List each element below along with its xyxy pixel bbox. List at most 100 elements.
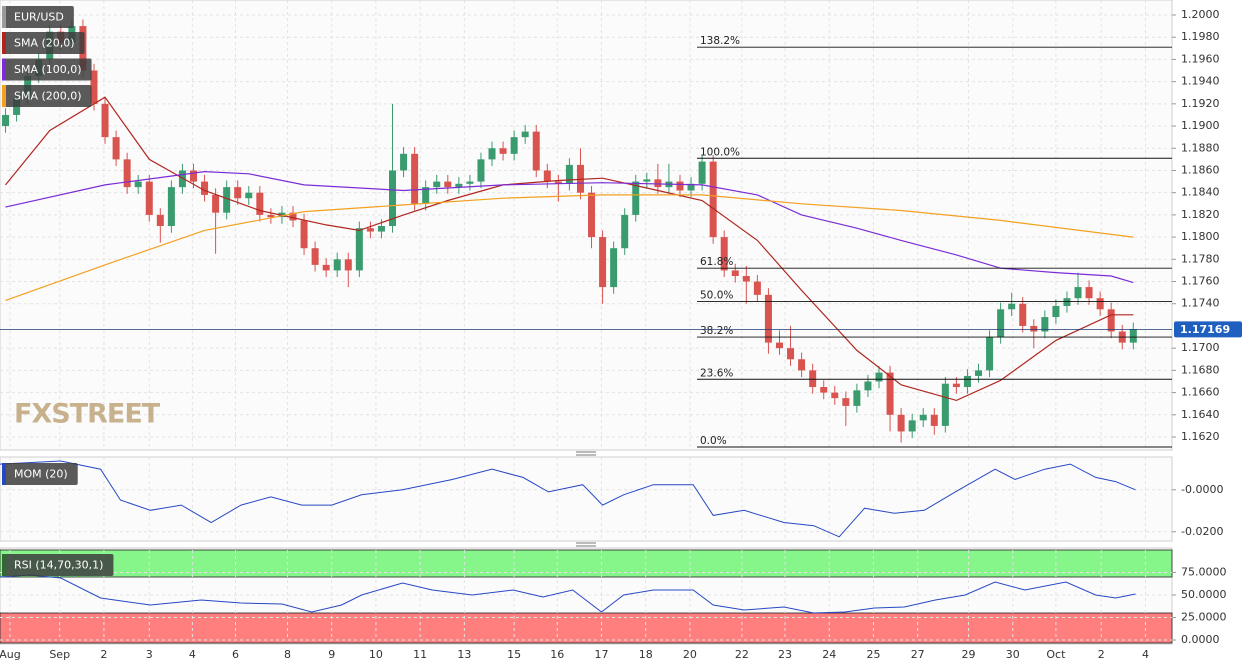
legend-entry: SMA (20,0) [14,37,75,50]
legend-entry-box [2,58,92,81]
candle-body [422,187,430,204]
candle-body [820,387,828,393]
indicator-legend: RSI (14,70,30,1) [14,559,103,572]
indicator-legend-box [2,463,78,485]
x-tick-label: 11 [413,648,427,661]
x-tick-label: 6 [232,648,239,661]
indicator-legend: MOM (20) [14,468,68,481]
candle-body [411,153,419,204]
x-tick-label: 24 [822,648,836,661]
y-tick-label: -0.0000 [1181,483,1223,496]
indicator-legend-group: RSI (14,70,30,1) [2,554,114,576]
panel-layer: 75.0000 50.0000 25.0000 0.0000 [0,549,1227,646]
legend-entry-group: SMA (20,0) [2,32,85,54]
legend-entry: SMA (200,0) [14,90,82,103]
y-tick-label: 1.1680 [1181,363,1220,376]
candle-body [201,181,209,195]
candle-body [389,170,397,226]
candle-body [167,187,175,226]
x-tick-label: 27 [911,648,925,661]
y-tick-label: 1.1660 [1181,386,1220,399]
y-tick-label: 1.1900 [1181,119,1220,132]
candle-body [709,161,717,238]
brand-watermark: FXSTREET [14,399,161,430]
candle-body [930,414,938,426]
candle-body [134,181,142,188]
candle-body [532,131,540,171]
candle-body [510,137,518,154]
legend-entry-swatch [2,32,6,54]
x-tick-label: 20 [683,648,697,661]
y-tick-label: 1.1840 [1181,186,1220,199]
x-tick-label: 3 [146,648,153,661]
panel-grip[interactable] [576,542,596,547]
x-tick-label: 13 [457,648,471,661]
fib-label: 23.6% [700,367,733,379]
series-line [5,194,1134,301]
candle-body [554,181,562,184]
candle-body [1129,329,1137,343]
indicator-legend-group: MOM (20) [2,463,78,485]
x-tick-label: 4 [189,648,196,661]
candle-body [234,187,242,199]
candle-body [1074,287,1082,299]
candle-body [986,337,994,371]
fib-label: 100.0% [700,146,740,158]
y-tick-label: 50.0000 [1181,588,1227,601]
candle-body [477,159,485,182]
candle-body [809,370,817,388]
y-tick-label: 1.1960 [1181,52,1220,65]
y-tick-label: 1.1860 [1181,163,1220,176]
candle-body [632,181,640,215]
candle-body [400,153,408,171]
candle-body [322,264,330,271]
panel-grip[interactable] [576,451,596,456]
y-tick-label: 1.1820 [1181,208,1220,221]
candle-body [245,192,253,199]
candle-body [499,148,507,154]
x-tick-label: 2 [100,648,107,661]
mom-panel [0,456,1173,542]
candle-body [588,192,596,238]
candle-body [123,159,131,188]
candle-body [300,220,308,249]
candle-body [654,179,662,188]
x-tick-label: 23 [778,648,792,661]
candle-body [333,259,341,271]
candle-body [366,228,374,232]
legend-entry-swatch [2,85,6,107]
x-tick-label: Aug [0,648,21,661]
y-tick-label: 1.2000 [1181,8,1220,21]
candle-body [267,214,275,218]
candle-body [775,342,783,349]
symbol-legend: EUR/USD [14,11,64,24]
legend-entry-group: SMA (200,0) [2,85,92,107]
candle-body [223,187,231,213]
candle-body [1019,303,1027,326]
panel-layer: -0.0000 -0.0200 [0,457,1223,541]
candle-body [753,281,761,295]
x-tick-label: Sep [49,648,70,661]
candle-body [488,148,496,160]
y-tick-label: 1.1880 [1181,141,1220,154]
candle-body [156,214,164,226]
candle-body [377,225,385,232]
series-line [5,170,1134,284]
candle-body [643,179,651,182]
x-tick-label: 18 [639,648,653,661]
candle-body [1041,317,1049,332]
y-tick-label: 1.1700 [1181,341,1220,354]
y-tick-label: 1.1920 [1181,97,1220,110]
candle-body [798,359,806,371]
candle-body [90,70,98,104]
legend-entry-box [2,85,92,107]
x-tick-label: 22 [735,648,749,661]
candle-body [610,248,618,288]
x-tick-label: 10 [369,648,383,661]
candle-body [212,194,220,213]
candle-body [112,137,120,160]
y-tick-label: 75.0000 [1181,566,1227,579]
x-tick-label: 2 [1098,648,1105,661]
